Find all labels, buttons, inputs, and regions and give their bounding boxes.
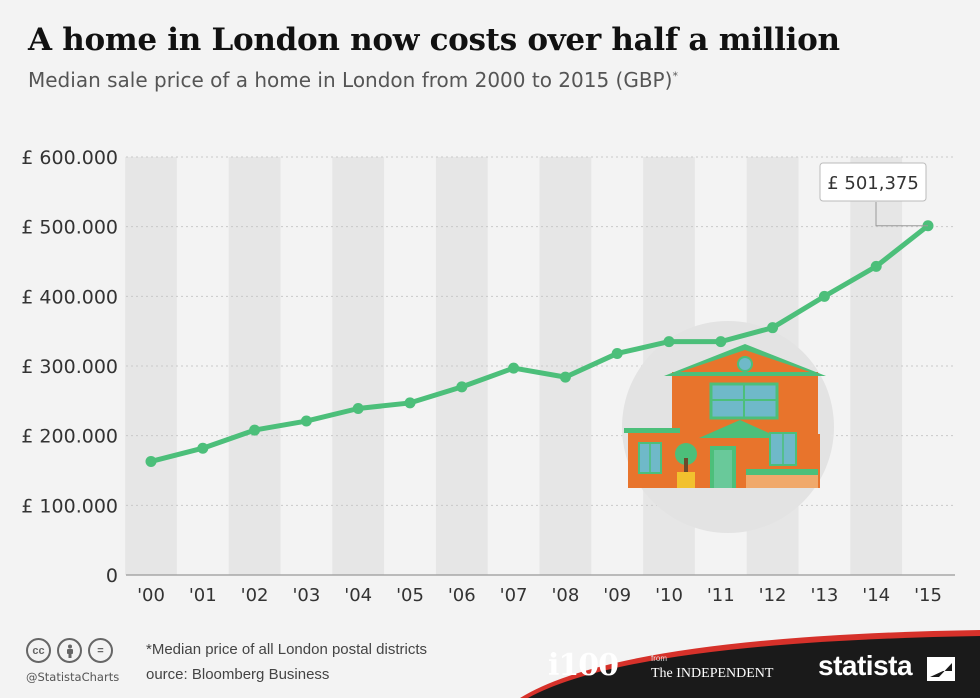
data-point — [870, 260, 882, 272]
data-point — [300, 415, 312, 427]
source-note: ource: Bloomberg Business — [146, 666, 330, 683]
data-point — [352, 402, 364, 414]
x-tick-label: '14 — [862, 585, 890, 606]
data-point — [456, 381, 468, 393]
x-tick-label: '02 — [241, 585, 269, 606]
statista-logo: statista — [818, 650, 913, 681]
footnote: *Median price of all London postal distr… — [146, 641, 427, 658]
from-label: from — [651, 654, 667, 663]
y-tick-label: £ 200.000 — [21, 426, 118, 448]
y-tick-label: £ 300.000 — [21, 356, 118, 378]
callout-label: £ 501,375 — [827, 173, 919, 194]
data-point — [404, 397, 416, 409]
statista-handle: @StatistaCharts — [26, 670, 120, 684]
x-tick-label: '10 — [655, 585, 683, 606]
data-point — [559, 371, 571, 383]
data-point — [197, 442, 209, 454]
chart-subtitle: Median sale price of a home in London fr… — [28, 68, 678, 92]
cc-icon: cc — [26, 638, 51, 663]
price-line — [148, 223, 931, 464]
x-tick-label: '07 — [500, 585, 528, 606]
nd-icon: = — [88, 638, 113, 663]
y-tick-label: 0 — [106, 565, 118, 587]
chart-title: A home in London now costs over half a m… — [28, 22, 840, 58]
x-tick-label: '08 — [551, 585, 579, 606]
statista-mark-icon — [927, 657, 955, 681]
x-tick-label: '03 — [292, 585, 320, 606]
x-tick-label: '04 — [344, 585, 372, 606]
house-icon — [622, 321, 834, 533]
x-tick-label: '05 — [396, 585, 424, 606]
data-point — [767, 322, 779, 334]
y-tick-label: £ 600.000 — [21, 147, 118, 169]
x-tick-label: '01 — [189, 585, 217, 606]
callout-box — [819, 162, 927, 202]
x-tick-label: '12 — [759, 585, 787, 606]
x-tick-label: '15 — [914, 585, 942, 606]
y-tick-label: £ 500.000 — [21, 217, 118, 239]
by-icon — [57, 638, 82, 663]
x-tick-label: '13 — [810, 585, 838, 606]
data-point — [663, 336, 675, 348]
license-icons: cc = — [26, 638, 113, 663]
x-tick-label: '00 — [137, 585, 165, 606]
callout-leader — [875, 202, 928, 227]
data-point — [249, 424, 261, 436]
data-point — [611, 347, 623, 359]
data-point — [715, 336, 727, 348]
line-chart: 0 £ 100.000 £ 200.000 £ 300.000 £ 400.000 £ 5… — [21, 147, 955, 606]
footer: cc = @StatistaCharts *Median price of al… — [0, 626, 980, 698]
y-tick-label: £ 400.000 — [21, 286, 118, 308]
data-point — [145, 455, 157, 467]
i100-logo: i100 — [548, 648, 619, 683]
x-tick-label: '09 — [603, 585, 631, 606]
x-tick-label: '06 — [448, 585, 476, 606]
footer-band — [520, 630, 980, 698]
data-point — [818, 290, 830, 302]
data-point — [508, 362, 520, 374]
x-tick-label: '11 — [707, 585, 735, 606]
independent-logo: The INDEPENDENT — [651, 666, 774, 681]
y-tick-label: £ 100.000 — [21, 495, 118, 517]
column-band — [332, 157, 385, 575]
